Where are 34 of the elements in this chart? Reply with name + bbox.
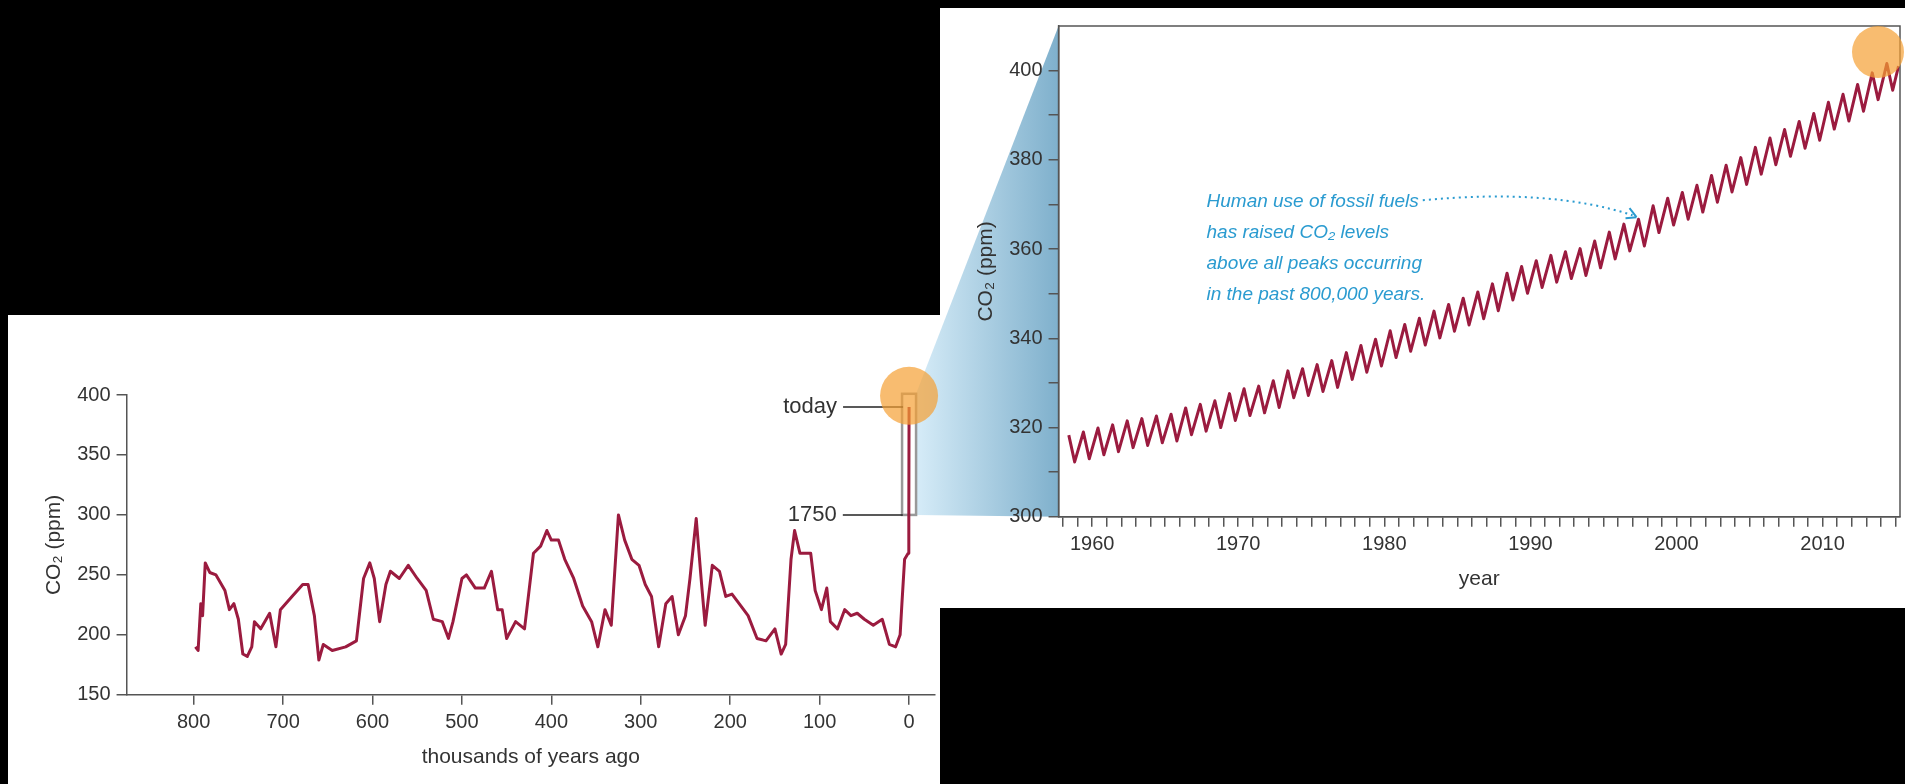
x-tick-label: 1960: [1069, 532, 1115, 555]
x-tick-label: 700: [266, 710, 300, 733]
y-tick-label: 200: [77, 622, 111, 645]
x-axis-title: thousands of years ago: [421, 744, 640, 768]
x-tick-label: 2000: [1654, 532, 1699, 555]
x-tick-label: 600: [355, 710, 390, 733]
y-axis-title: CO₂ (ppm): [41, 494, 65, 596]
y-tick-label: 350: [77, 442, 111, 465]
x-tick-label: 300: [624, 710, 658, 733]
annotation: Human use of fossil fuels has raised CO₂ levels above all peaks occurring in the past 800,000 years.: [1206, 190, 1426, 305]
x-tick-label: 400: [534, 710, 569, 733]
y-tick-label: 300: [77, 502, 111, 525]
y-tick-label: 380: [1009, 147, 1043, 170]
y-axis-title: CO₂ (ppm): [973, 221, 997, 322]
x-tick-label: 100: [802, 710, 837, 733]
annotation: 1750: [787, 500, 837, 526]
x-tick-label: 2010: [1800, 532, 1845, 555]
x-tick-label: 0: [903, 710, 915, 733]
x-tick-label: 800: [176, 710, 211, 733]
x-tick-label: 200: [713, 710, 747, 733]
x-tick-label: 1970: [1216, 532, 1261, 555]
y-tick-label: 340: [1009, 325, 1043, 348]
y-tick-label: 300: [1009, 504, 1043, 527]
x-axis-title: year: [1458, 566, 1500, 590]
y-tick-label: 250: [77, 562, 111, 585]
y-tick-label: 320: [1009, 415, 1043, 438]
x-tick-label: 1990: [1508, 532, 1553, 555]
annotation: today: [783, 393, 838, 419]
y-tick-label: 360: [1009, 236, 1043, 259]
y-tick-label: 400: [1009, 58, 1043, 81]
x-tick-label: 500: [445, 710, 479, 733]
x-tick-label: 1980: [1362, 532, 1407, 555]
y-tick-label: 400: [77, 382, 111, 405]
y-tick-label: 150: [77, 682, 111, 705]
